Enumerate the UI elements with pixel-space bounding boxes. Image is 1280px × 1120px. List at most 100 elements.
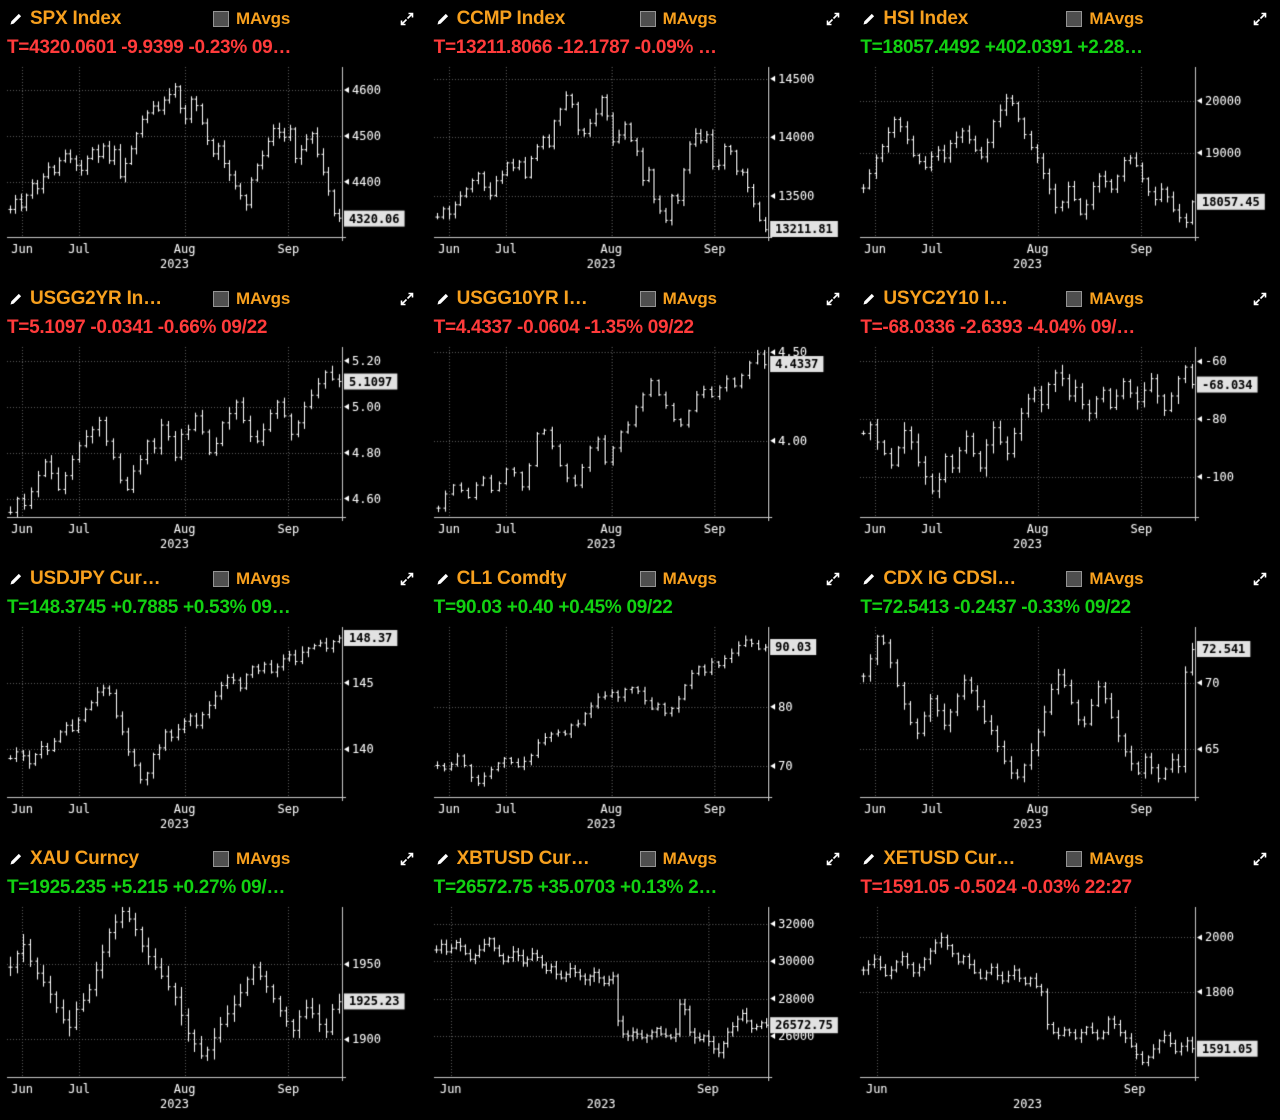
price-chart-canvas[interactable] — [426, 901, 854, 1117]
quote-line: T=148.3745 +0.7885 +0.53% 09… — [7, 597, 291, 618]
mavgs-checkbox[interactable] — [1066, 11, 1083, 27]
chart-panel: USGG2YR In… MAvgs T=5.1097 -0.0341 -0.66… — [0, 280, 427, 560]
pencil-annotate-icon[interactable] — [9, 12, 23, 26]
panel-header: USGG10YR I… MAvgs — [427, 280, 854, 315]
mavgs-label: MAvgs — [662, 849, 717, 868]
quote-line: T=18057.4492 +402.0391 +2.28… — [860, 37, 1143, 58]
mavgs-label: MAvgs — [662, 9, 717, 28]
price-chart-canvas[interactable] — [853, 61, 1280, 277]
panel-header: XAU Curncy MAvgs — [0, 840, 427, 875]
ticker-label: CDX IG CDSI… — [883, 568, 1017, 589]
expand-icon[interactable] — [1252, 291, 1268, 307]
chart-panel: USYC2Y10 I… MAvgs T=-68.0336 -2.6393 -4.… — [853, 280, 1280, 560]
quote-line: T=13211.8066 -12.1787 -0.09% … — [433, 37, 717, 58]
mavgs-checkbox[interactable] — [639, 11, 656, 27]
mavgs-checkbox[interactable] — [213, 851, 229, 867]
mavgs-checkbox[interactable] — [1066, 571, 1083, 587]
price-chart-canvas[interactable] — [426, 61, 854, 277]
ticker-label: USDJPY Cur… — [30, 568, 161, 589]
mavgs-label: MAvgs — [236, 569, 291, 588]
panel-header: USDJPY Cur… MAvgs — [0, 560, 427, 595]
ticker-label: XBTUSD Cur… — [456, 848, 590, 869]
panel-header: USYC2Y10 I… MAvgs — [853, 280, 1280, 315]
quote-line: T=1925.235 +5.215 +0.27% 09/… — [7, 877, 286, 898]
expand-icon[interactable] — [399, 571, 415, 587]
quote-line: T=4320.0601 -9.9399 -0.23% 09… — [7, 37, 292, 58]
pencil-annotate-icon[interactable] — [9, 292, 23, 306]
expand-icon[interactable] — [1252, 851, 1268, 867]
pencil-annotate-icon[interactable] — [862, 572, 876, 586]
mavgs-label: MAvgs — [1089, 289, 1144, 308]
mavgs-checkbox[interactable] — [639, 291, 656, 307]
panel-header: CDX IG CDSI… MAvgs — [853, 560, 1280, 595]
price-chart-canvas[interactable] — [0, 61, 427, 277]
mavgs-checkbox[interactable] — [639, 851, 656, 867]
expand-icon[interactable] — [825, 851, 841, 867]
mavgs-checkbox[interactable] — [213, 291, 229, 307]
expand-icon[interactable] — [825, 291, 841, 307]
ticker-label: XAU Curncy — [30, 848, 139, 869]
price-chart-canvas[interactable] — [426, 621, 854, 837]
mavgs-label: MAvgs — [236, 289, 291, 308]
price-chart-canvas[interactable] — [853, 901, 1280, 1117]
panel-header: CL1 Comdty MAvgs — [427, 560, 854, 595]
expand-icon[interactable] — [399, 291, 415, 307]
ticker-label: CCMP Index — [456, 8, 566, 29]
pencil-annotate-icon[interactable] — [436, 292, 450, 306]
quote-line: T=90.03 +0.40 +0.45% 09/22 — [433, 597, 673, 618]
chart-panel: CCMP Index MAvgs T=13211.8066 -12.1787 -… — [426, 0, 854, 280]
panel-header: USGG2YR In… MAvgs — [0, 280, 427, 315]
pencil-annotate-icon[interactable] — [862, 292, 876, 306]
pencil-annotate-icon[interactable] — [862, 12, 876, 26]
quote-line: T=26572.75 +35.0703 +0.13% 2… — [433, 877, 718, 898]
panel-header: XETUSD Cur… MAvgs — [853, 840, 1280, 875]
price-chart-canvas[interactable] — [0, 341, 427, 557]
mavgs-checkbox[interactable] — [1066, 291, 1083, 307]
mavgs-checkbox[interactable] — [1066, 851, 1083, 867]
ticker-label: USGG10YR I… — [456, 288, 588, 309]
ticker-label: SPX Index — [30, 8, 122, 29]
chart-panel: XBTUSD Cur… MAvgs T=26572.75 +35.0703 +0… — [426, 840, 854, 1120]
expand-icon[interactable] — [825, 11, 841, 27]
chart-panel: USDJPY Cur… MAvgs T=148.3745 +0.7885 +0.… — [0, 560, 427, 840]
expand-icon[interactable] — [825, 571, 841, 587]
chart-panel: XETUSD Cur… MAvgs T=1591.05 -0.5024 -0.0… — [853, 840, 1280, 1120]
expand-icon[interactable] — [399, 851, 415, 867]
panel-header: CCMP Index MAvgs — [427, 0, 854, 35]
mavgs-label: MAvgs — [662, 289, 717, 308]
price-chart-canvas[interactable] — [426, 341, 854, 557]
pencil-annotate-icon[interactable] — [9, 572, 23, 586]
price-chart-canvas[interactable] — [853, 341, 1280, 557]
mavgs-checkbox[interactable] — [213, 11, 229, 27]
price-chart-canvas[interactable] — [853, 621, 1280, 837]
quote-line: T=5.1097 -0.0341 -0.66% 09/22 — [7, 317, 268, 338]
pencil-annotate-icon[interactable] — [436, 852, 450, 866]
pencil-annotate-icon[interactable] — [436, 572, 450, 586]
price-chart-canvas[interactable] — [0, 901, 427, 1117]
ticker-label: USYC2Y10 I… — [883, 288, 1008, 309]
pencil-annotate-icon[interactable] — [862, 852, 876, 866]
mavgs-label: MAvgs — [236, 849, 291, 868]
chart-panel: SPX Index MAvgs T=4320.0601 -9.9399 -0.2… — [0, 0, 427, 280]
pencil-annotate-icon[interactable] — [436, 12, 450, 26]
chart-panel: XAU Curncy MAvgs T=1925.235 +5.215 +0.27… — [0, 840, 427, 1120]
quote-line: T=-68.0336 -2.6393 -4.04% 09/… — [860, 317, 1135, 338]
expand-icon[interactable] — [399, 11, 415, 27]
pencil-annotate-icon[interactable] — [9, 852, 23, 866]
mavgs-checkbox[interactable] — [639, 571, 656, 587]
chart-panel: HSI Index MAvgs T=18057.4492 +402.0391 +… — [853, 0, 1280, 280]
ticker-label: XETUSD Cur… — [883, 848, 1016, 869]
price-chart-canvas[interactable] — [0, 621, 427, 837]
quote-line: T=1591.05 -0.5024 -0.03% 22:27 — [860, 877, 1132, 898]
chart-panel: CL1 Comdty MAvgs T=90.03 +0.40 +0.45% 09… — [426, 560, 854, 840]
expand-icon[interactable] — [1252, 11, 1268, 27]
quote-line: T=72.5413 -0.2437 -0.33% 09/22 — [860, 597, 1131, 618]
mavgs-checkbox[interactable] — [213, 571, 229, 587]
panel-header: HSI Index MAvgs — [853, 0, 1280, 35]
panel-header: SPX Index MAvgs — [0, 0, 427, 35]
expand-icon[interactable] — [1252, 571, 1268, 587]
ticker-label: CL1 Comdty — [456, 568, 567, 589]
panel-header: XBTUSD Cur… MAvgs — [427, 840, 854, 875]
